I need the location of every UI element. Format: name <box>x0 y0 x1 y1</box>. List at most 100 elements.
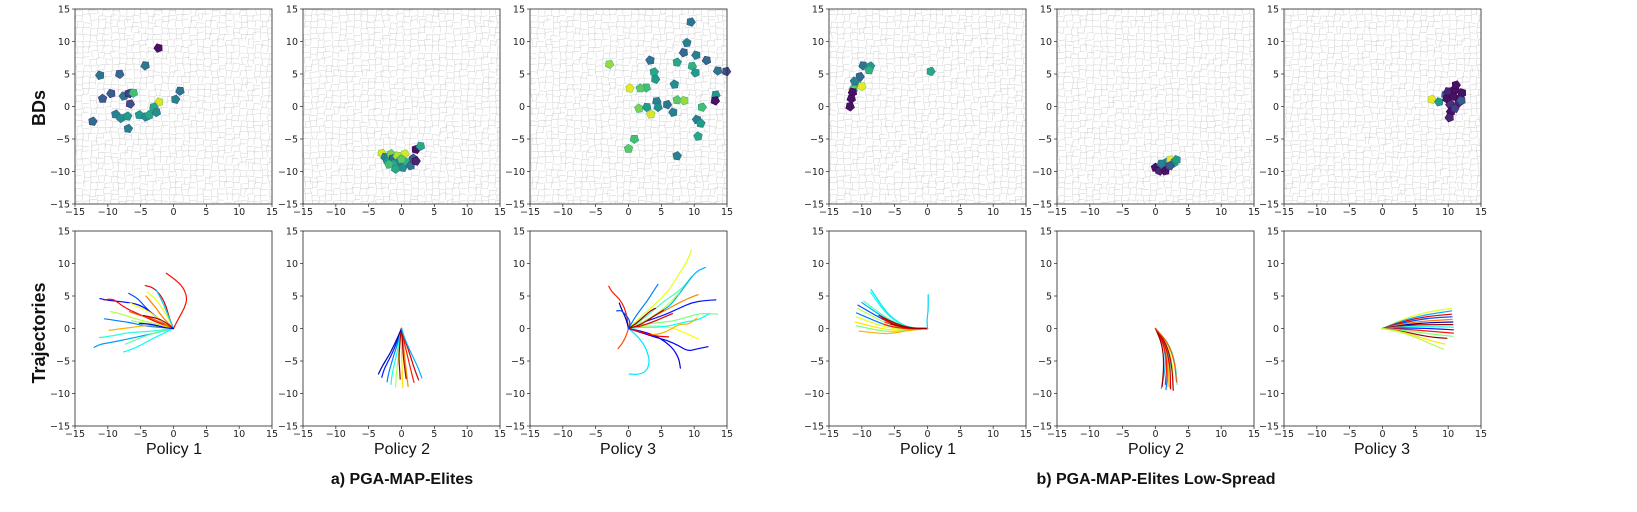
x-tick-label: 0 <box>398 429 404 440</box>
caption-a: a) PGA-MAP-Elites <box>331 471 473 488</box>
y-tick-label: 0 <box>64 324 70 335</box>
x-tick-label: −10 <box>553 429 573 440</box>
x-tick-label: −15 <box>1047 429 1067 440</box>
x-tick-label: 10 <box>461 207 473 218</box>
x-tick-label: −10 <box>1307 207 1327 218</box>
bd-point <box>663 99 673 110</box>
x-tick-label: −10 <box>852 207 872 218</box>
x-tick-label: −10 <box>553 207 573 218</box>
x-tick-label: 15 <box>494 429 506 440</box>
policy-label: Policy 1 <box>146 441 202 458</box>
y-tick-label: −15 <box>278 421 298 432</box>
bd-point <box>415 141 426 152</box>
x-tick-label: 5 <box>203 429 209 440</box>
x-tick-label: 0 <box>1379 207 1385 218</box>
y-tick-label: 15 <box>812 226 824 237</box>
y-tick-label: 5 <box>64 69 70 80</box>
bd-point <box>696 118 706 128</box>
cell-grid <box>530 9 727 204</box>
trajectory-line <box>155 289 175 330</box>
cell-grid <box>1057 9 1254 204</box>
y-tick-label: 15 <box>1040 4 1052 15</box>
bd-point <box>645 55 655 65</box>
x-tick-label: 15 <box>266 207 278 218</box>
y-tick-label: 15 <box>286 226 298 237</box>
y-tick-label: −10 <box>1259 389 1279 400</box>
y-tick-label: 0 <box>519 102 525 113</box>
x-tick-label: −15 <box>293 429 313 440</box>
y-tick-label: −15 <box>278 199 298 210</box>
y-tick-label: −10 <box>804 389 824 400</box>
x-tick-label: 0 <box>170 429 176 440</box>
y-tick-label: 10 <box>812 259 824 270</box>
panel-bds-3: −15−15 −10 −10 −5 −5 0 0 5 5 10 10 15 15 <box>505 4 733 218</box>
bd-point <box>926 66 936 77</box>
panel-bds-2: −15−15 −10 −10 −5 −5 0 0 5 5 10 10 15 15 <box>278 4 506 218</box>
y-tick-label: 0 <box>64 102 70 113</box>
bd-point <box>712 66 723 76</box>
caption-b: b) PGA-MAP-Elites Low-Spread <box>1036 471 1275 488</box>
x-tick-label: 15 <box>721 429 733 440</box>
y-tick-label: 10 <box>513 259 525 270</box>
trajectory-line <box>618 302 630 330</box>
bd-point <box>175 86 185 96</box>
y-tick-label: −10 <box>278 389 298 400</box>
x-tick-label: 0 <box>170 207 176 218</box>
panel-trajectories-1: −15−15 −10 −10 −5 −5 0 0 5 5 10 10 15 15 <box>50 226 278 440</box>
bd-point <box>171 94 181 104</box>
y-tick-label: −5 <box>56 134 70 145</box>
y-tick-label: −15 <box>1032 199 1052 210</box>
x-tick-label: 5 <box>658 207 664 218</box>
bd-point <box>97 93 108 103</box>
row-label-trajectories: Trajectories <box>29 282 49 383</box>
x-tick-label: −5 <box>134 429 148 440</box>
panel-trajectories-5: −15−15 −10 −10 −5 −5 0 0 5 5 10 10 15 15 <box>1032 226 1260 440</box>
row-label-bds: BDs <box>29 90 49 126</box>
x-tick-label: −10 <box>98 429 118 440</box>
trajectory-line <box>1381 327 1445 350</box>
x-tick-label: 15 <box>1248 429 1260 440</box>
x-tick-label: 5 <box>1412 207 1418 218</box>
trajectory-line <box>926 294 929 330</box>
bd-point <box>668 107 678 118</box>
y-tick-label: 0 <box>292 324 298 335</box>
x-tick-label: −5 <box>888 207 902 218</box>
y-tick-label: −10 <box>278 167 298 178</box>
bd-point <box>635 83 646 93</box>
bd-point <box>88 116 98 126</box>
x-tick-label: −5 <box>362 207 376 218</box>
x-tick-label: 15 <box>1020 207 1032 218</box>
y-tick-label: 5 <box>292 291 298 302</box>
y-tick-label: 10 <box>1267 37 1279 48</box>
x-tick-label: 5 <box>1185 429 1191 440</box>
x-tick-label: −15 <box>65 429 85 440</box>
bd-point <box>653 103 663 113</box>
bd-point <box>123 123 134 134</box>
x-tick-label: 0 <box>1152 429 1158 440</box>
trajectory-line <box>400 327 423 379</box>
x-tick-label: −5 <box>1116 207 1130 218</box>
y-tick-label: 10 <box>286 37 298 48</box>
bd-point <box>1156 159 1167 169</box>
cell-grid <box>829 9 1026 204</box>
y-tick-label: 5 <box>519 69 525 80</box>
x-tick-label: −15 <box>293 207 313 218</box>
trajectory-line <box>398 327 403 380</box>
bd-point <box>697 102 707 112</box>
y-tick-label: −15 <box>505 199 525 210</box>
y-tick-label: −15 <box>1032 421 1052 432</box>
y-tick-label: −5 <box>1265 356 1279 367</box>
x-tick-label: −10 <box>326 429 346 440</box>
bd-point <box>645 109 656 119</box>
x-tick-label: 5 <box>957 207 963 218</box>
x-tick-label: −5 <box>1343 429 1357 440</box>
trajectory-line <box>165 272 188 330</box>
x-tick-label: 15 <box>1475 429 1487 440</box>
y-tick-label: 10 <box>286 259 298 270</box>
cell-grid <box>303 9 500 204</box>
x-tick-label: −10 <box>98 207 118 218</box>
bd-point <box>690 68 700 78</box>
policy-label: Policy 3 <box>600 441 656 458</box>
panel-trajectories-2: −15−15 −10 −10 −5 −5 0 0 5 5 10 10 15 15 <box>278 226 506 440</box>
y-tick-label: −15 <box>804 199 824 210</box>
